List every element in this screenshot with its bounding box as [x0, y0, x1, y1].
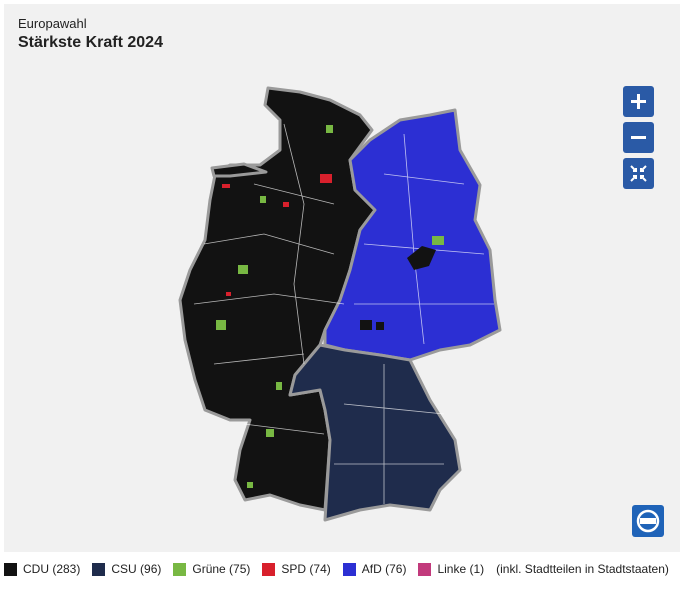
green-spot	[260, 196, 266, 203]
legend-label: CSU (96)	[111, 562, 162, 576]
red-spot	[226, 292, 231, 296]
legend-swatch	[4, 562, 17, 576]
island-north	[210, 162, 268, 178]
green-spot	[238, 265, 248, 274]
legend-swatch	[92, 562, 106, 576]
green-spot	[216, 320, 226, 330]
legend-swatch	[418, 562, 432, 576]
legend-note: (inkl. Stadtteilen in Stadtstaaten)	[496, 562, 669, 576]
legend-item: SPD (74)	[262, 562, 331, 576]
district-spots	[216, 125, 444, 488]
legend-label: CDU (283)	[23, 562, 81, 576]
legend-label: Grüne (75)	[192, 562, 251, 576]
red-spot	[320, 174, 332, 183]
legend-swatch	[262, 562, 276, 576]
legend-label: Linke (1)	[437, 562, 485, 576]
zoom-in-button[interactable]	[623, 86, 654, 117]
kicker: Europawahl	[18, 16, 87, 31]
zoom-out-button[interactable]	[623, 122, 654, 153]
legend-item: Linke (1)	[418, 562, 484, 576]
map-title: Stärkste Kraft 2024	[18, 34, 163, 51]
cdu-enclave	[360, 320, 372, 330]
legend-item: AfD (76)	[342, 562, 407, 576]
legend-swatch	[173, 562, 187, 576]
legend-item: CDU (283)	[4, 562, 80, 576]
cdu-enclave	[407, 246, 436, 270]
cdu-enclave	[376, 322, 384, 330]
green-spot	[432, 236, 444, 245]
red-spot	[283, 202, 289, 207]
legend-swatch	[342, 562, 356, 576]
map	[178, 86, 664, 537]
legend-item: CSU (96)	[92, 562, 161, 576]
green-spot	[247, 482, 253, 488]
red-spot	[222, 184, 230, 188]
green-spot	[276, 382, 282, 390]
green-spot	[266, 429, 274, 437]
reset-view-button[interactable]	[623, 158, 654, 189]
region-bavaria	[288, 343, 462, 522]
green-spot	[326, 125, 333, 133]
broadcaster-logo	[632, 505, 664, 537]
legend-item: Grüne (75)	[173, 562, 250, 576]
map-panel: Europawahl Stärkste Kraft 2024	[4, 4, 680, 552]
legend-label: SPD (74)	[281, 562, 331, 576]
legend: CDU (283) CSU (96) Grüne (75) SPD (74) AfD (…	[4, 562, 669, 576]
legend-label: AfD (76)	[361, 562, 407, 576]
